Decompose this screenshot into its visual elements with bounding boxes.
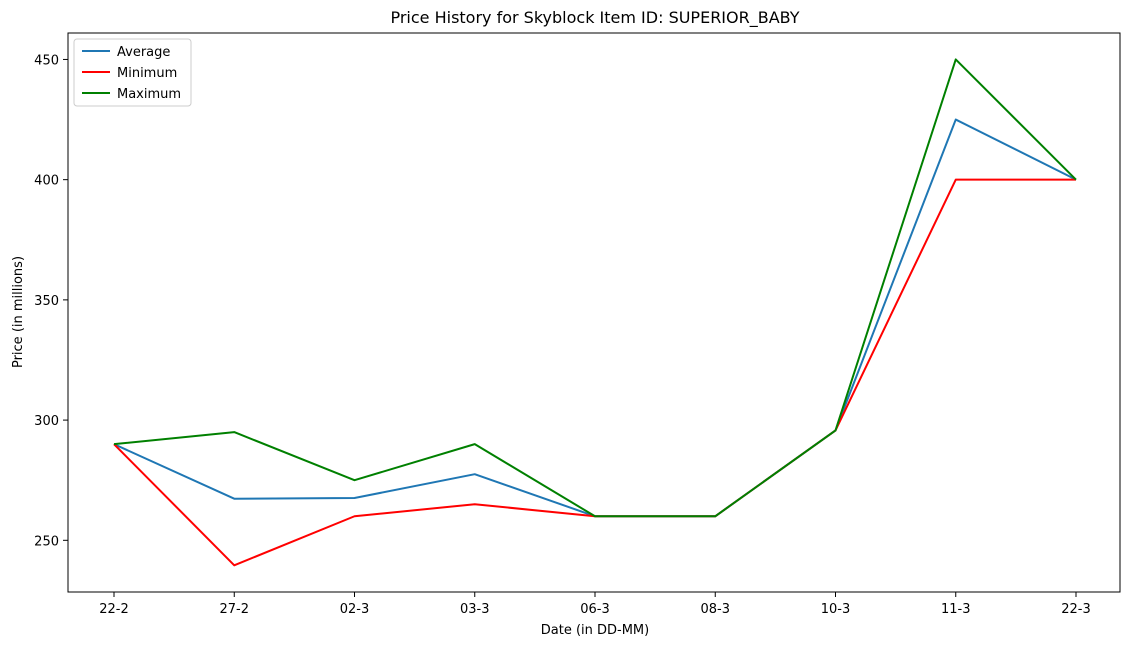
x-axis-label: Date (in DD-MM) — [541, 623, 649, 638]
legend-label-average: Average — [117, 45, 170, 60]
chart-title: Price History for Skyblock Item ID: SUPE… — [390, 8, 799, 28]
x-tick-label: 03-3 — [460, 602, 490, 617]
series-line-maximum — [113, 58, 1077, 518]
y-tick-label: 450 — [34, 53, 59, 68]
x-tick-label: 22-2 — [99, 602, 129, 617]
x-tick-label: 27-2 — [219, 602, 249, 617]
legend-label-maximum: Maximum — [117, 87, 181, 102]
y-axis-label: Price (in millions) — [11, 256, 26, 368]
legend-box — [73, 38, 192, 107]
y-tick-label: 250 — [34, 534, 59, 549]
plot-frame — [67, 32, 1121, 593]
x-tick-label: 11-3 — [941, 602, 971, 617]
x-tick-label: 06-3 — [580, 602, 610, 617]
y-axis: 250 300 350 400 450 — [34, 53, 68, 549]
series-layer — [113, 58, 1077, 567]
y-tick-label: 400 — [34, 174, 59, 189]
x-tick-label: 02-3 — [340, 602, 370, 617]
x-tick-label: 08-3 — [700, 602, 730, 617]
x-tick-label: 22-3 — [1061, 602, 1091, 617]
y-tick-label: 300 — [34, 414, 59, 429]
legend-label-minimum: Minimum — [117, 66, 177, 81]
x-axis: 22-2 27-2 02-3 03-3 06-3 08-3 10-3 11-3 22-3 — [99, 592, 1091, 617]
x-tick-label: 10-3 — [821, 602, 851, 617]
y-tick-label: 350 — [34, 294, 59, 309]
legend: Average Minimum Maximum — [73, 38, 192, 107]
